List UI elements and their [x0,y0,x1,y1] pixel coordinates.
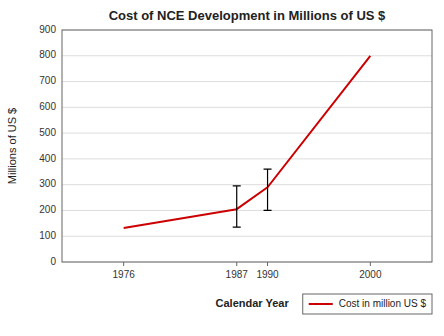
legend-label: Cost in million US $ [339,298,427,309]
grid-line [62,133,432,134]
x-tick [123,262,124,266]
grid-line [62,107,432,108]
legend: Cost in million US $ [303,294,432,314]
x-tick [236,262,237,266]
x-tick-label: 1976 [113,269,136,280]
grid [62,30,432,262]
x-tick [370,262,371,266]
title: Cost of NCE Development in Millions of U… [109,8,386,23]
y-axis-label: Millions of US $ [6,108,18,184]
y-tick-label: 600 [39,101,56,112]
plot-frame [62,30,432,262]
x-tick-label: 2000 [359,269,382,280]
grid-line [62,210,432,211]
y-tick-label: 200 [39,204,56,215]
legend-swatch [309,303,333,305]
plot-area [124,56,371,228]
grid-line [62,236,432,237]
chart: 0 100 200 300 400 500 600 700 800 900 1976 1987 1990… [0,0,444,336]
series-line [124,56,371,228]
x-tick-label: 1987 [226,269,249,280]
y-tick-label: 100 [39,230,56,241]
x-tick [267,262,268,266]
legend-box [303,294,432,314]
grid-line [62,158,432,159]
grid-line [62,184,432,185]
error-bar [233,186,241,227]
x-axis-label: Calendar Year [216,297,290,309]
y-tick-label: 300 [39,178,56,189]
grid-line [62,81,432,82]
y-tick-label: 400 [39,153,56,164]
y-tick-label: 0 [50,256,56,267]
y-tick-label: 500 [39,127,56,138]
x-tick-label: 1990 [256,269,279,280]
grid-line [62,55,432,56]
y-tick-label: 800 [39,49,56,60]
error-bar [264,169,272,210]
y-tick-label: 900 [39,24,56,35]
y-tick-label: 700 [39,75,56,86]
